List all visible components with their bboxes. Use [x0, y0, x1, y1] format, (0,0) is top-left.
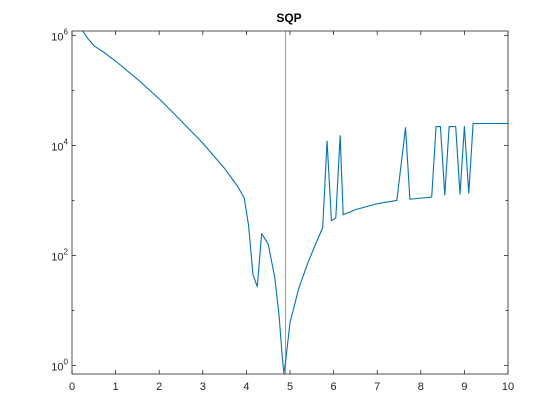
y-tick-label: 100 — [51, 357, 68, 373]
y-tick-label: 104 — [51, 137, 68, 153]
x-tick-label: 8 — [418, 381, 424, 393]
plot-area — [82, 30, 508, 374]
x-tick-label: 10 — [502, 381, 514, 393]
x-tick-label: 4 — [243, 381, 249, 393]
x-axis: 0 1 2 3 4 5 6 7 8 9 10 — [69, 31, 514, 393]
chart-title: SQP — [276, 11, 301, 25]
x-tick-label: 7 — [374, 381, 380, 393]
x-tick-label: 3 — [200, 381, 206, 393]
x-tick-label: 1 — [113, 381, 119, 393]
x-tick-label: 2 — [156, 381, 162, 393]
y-tick-label: 106 — [51, 27, 68, 43]
x-tick-label: 0 — [69, 381, 75, 393]
x-tick-label: 9 — [461, 381, 467, 393]
series-line-0 — [82, 30, 508, 374]
y-axis: 100 102 104 106 — [51, 27, 508, 373]
y-tick-label: 102 — [51, 247, 68, 263]
x-tick-label: 5 — [287, 381, 293, 393]
x-tick-label: 6 — [331, 381, 337, 393]
